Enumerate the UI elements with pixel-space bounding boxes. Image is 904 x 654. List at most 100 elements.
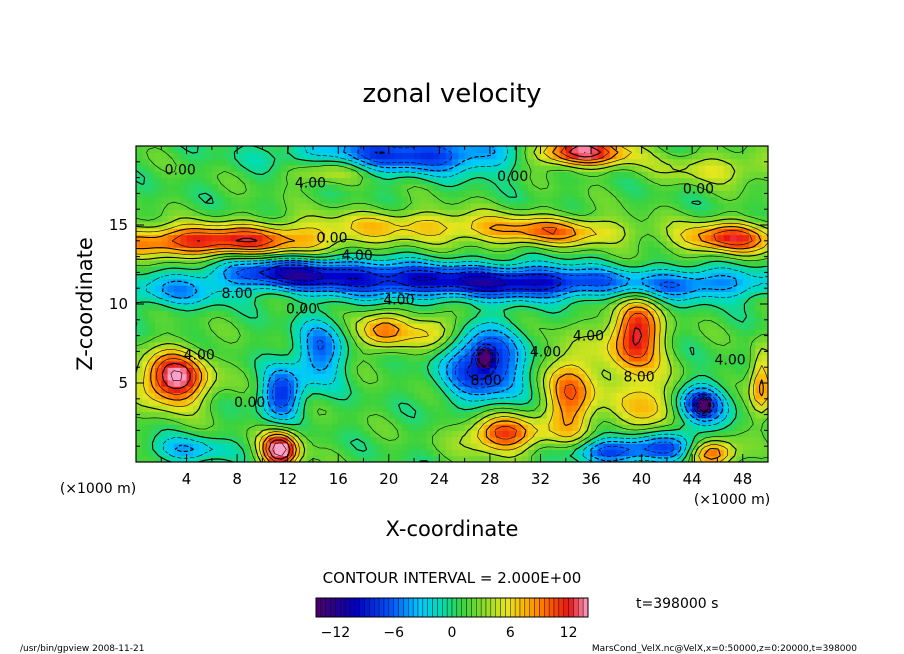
heatmap-cell	[566, 178, 573, 185]
heatmap-cell	[490, 159, 497, 166]
heatmap-cell	[338, 272, 345, 279]
heatmap-cell	[736, 197, 743, 204]
heatmap-cell	[199, 323, 206, 330]
heatmap-cell	[667, 310, 674, 317]
heatmap-cell	[357, 209, 364, 216]
heatmap-cell	[692, 228, 699, 235]
heatmap-cell	[168, 184, 175, 191]
heatmap-cell	[420, 424, 427, 431]
heatmap-cell	[408, 178, 415, 185]
heatmap-cell	[661, 197, 668, 204]
heatmap-cell	[629, 241, 636, 248]
heatmap-cell	[250, 272, 257, 279]
heatmap-cell	[743, 437, 750, 444]
heatmap-cell	[389, 374, 396, 381]
heatmap-cell	[275, 298, 282, 305]
heatmap-cell	[547, 203, 554, 210]
heatmap-cell	[553, 234, 560, 241]
heatmap-cell	[401, 437, 408, 444]
heatmap-cell	[642, 197, 649, 204]
heatmap-cell	[743, 165, 750, 172]
heatmap-cell	[376, 247, 383, 254]
heatmap-cell	[465, 348, 472, 355]
heatmap-cell	[496, 216, 503, 223]
heatmap-cell	[420, 367, 427, 374]
heatmap-cell	[338, 367, 345, 374]
heatmap-cell	[332, 342, 339, 349]
heatmap-cell	[319, 336, 326, 343]
heatmap-cell	[408, 279, 415, 286]
heatmap-cell	[629, 443, 636, 450]
heatmap-cell	[458, 367, 465, 374]
heatmap-cell	[427, 197, 434, 204]
heatmap-cell	[243, 336, 250, 343]
heatmap-cell	[300, 329, 307, 336]
heatmap-cell	[193, 443, 200, 450]
heatmap-cell	[300, 367, 307, 374]
heatmap-cell	[717, 310, 724, 317]
heatmap-cell	[654, 190, 661, 197]
heatmap-cell	[168, 266, 175, 273]
heatmap-cell	[401, 178, 408, 185]
heatmap-cell	[357, 424, 364, 431]
heatmap-cell	[319, 355, 326, 362]
heatmap-cell	[275, 310, 282, 317]
heatmap-cell	[635, 184, 642, 191]
heatmap-cell	[275, 329, 282, 336]
heatmap-cell	[566, 405, 573, 412]
heatmap-cell	[155, 424, 162, 431]
heatmap-cell	[528, 197, 535, 204]
heatmap-cell	[540, 430, 547, 437]
heatmap-cell	[155, 411, 162, 418]
heatmap-cell	[174, 272, 181, 279]
heatmap-cell	[174, 323, 181, 330]
heatmap-cell	[351, 405, 358, 412]
heatmap-cell	[288, 203, 295, 210]
heatmap-cell	[730, 336, 737, 343]
heatmap-cell	[155, 171, 162, 178]
heatmap-cell	[345, 443, 352, 450]
heatmap-cell	[427, 418, 434, 425]
heatmap-cell	[250, 418, 257, 425]
heatmap-cell	[174, 152, 181, 159]
heatmap-cell	[401, 443, 408, 450]
heatmap-cell	[319, 159, 326, 166]
heatmap-cell	[667, 348, 674, 355]
heatmap-cell	[326, 411, 333, 418]
heatmap-cell	[269, 380, 276, 387]
heatmap-cell	[446, 190, 453, 197]
heatmap-cell	[395, 355, 402, 362]
heatmap-cell	[730, 203, 737, 210]
heatmap-cell	[382, 279, 389, 286]
heatmap-cell	[572, 203, 579, 210]
heatmap-cell	[566, 317, 573, 324]
heatmap-cell	[300, 209, 307, 216]
heatmap-cell	[414, 190, 421, 197]
heatmap-cell	[642, 323, 649, 330]
heatmap-cell	[364, 216, 371, 223]
heatmap-cell	[661, 184, 668, 191]
heatmap-cell	[749, 165, 756, 172]
heatmap-cell	[604, 380, 611, 387]
heatmap-cell	[446, 253, 453, 260]
heatmap-cell	[199, 329, 206, 336]
heatmap-cell	[433, 190, 440, 197]
heatmap-cell	[326, 291, 333, 298]
heatmap-cell	[231, 380, 238, 387]
heatmap-cell	[218, 209, 225, 216]
heatmap-cell	[212, 298, 219, 305]
heatmap-cell	[736, 443, 743, 450]
heatmap-cell	[616, 418, 623, 425]
heatmap-cell	[357, 399, 364, 406]
heatmap-cell	[616, 374, 623, 381]
heatmap-cell	[503, 374, 510, 381]
heatmap-cell	[427, 203, 434, 210]
heatmap-cell	[294, 241, 301, 248]
heatmap-cell	[477, 228, 484, 235]
heatmap-cell	[243, 374, 250, 381]
heatmap-cell	[667, 399, 674, 406]
heatmap-cell	[155, 190, 162, 197]
heatmap-cell	[300, 234, 307, 241]
heatmap-cell	[300, 291, 307, 298]
heatmap-cell	[427, 323, 434, 330]
